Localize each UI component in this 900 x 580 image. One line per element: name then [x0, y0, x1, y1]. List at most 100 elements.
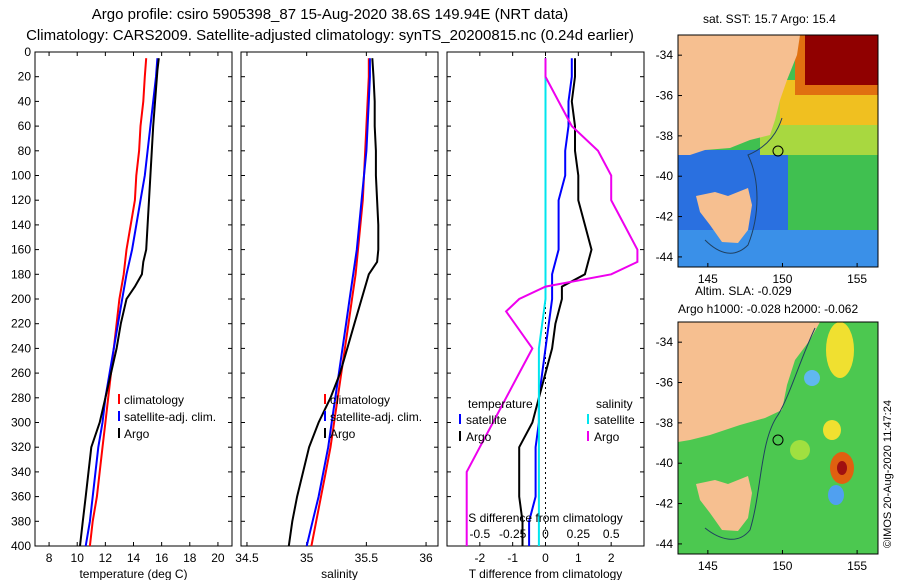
x-tick-label: 10 [71, 551, 85, 565]
x-tick-label: 14 [127, 551, 141, 565]
legend-label: Argo [466, 430, 492, 444]
series-satellite-adj-clim- [84, 58, 159, 547]
title-line-2: Climatology: CARS2009. Satellite-adjuste… [26, 27, 634, 44]
x-tick-label: 12 [99, 551, 113, 565]
map-x-tick-label: 150 [772, 272, 792, 286]
x-tick-label: 1 [575, 551, 582, 565]
map-y-tick-label: -34 [656, 48, 674, 62]
sla-land-mainland [678, 322, 820, 442]
series-climatology [310, 58, 370, 547]
y-tick-label: 40 [18, 94, 32, 108]
map-x-tick-label: 155 [847, 272, 867, 286]
y-tick-label: 260 [11, 366, 31, 380]
y-tick-label: 100 [11, 169, 31, 183]
map-y-tick-label: -34 [656, 335, 674, 349]
sla-land-tasmania [696, 476, 752, 531]
x-tick-label: 0 [542, 551, 549, 565]
legend-label: Argo [124, 427, 150, 441]
y-tick-label: 200 [11, 292, 31, 306]
map-x-tick-label: 155 [847, 559, 867, 573]
x-tick-label: 35.5 [355, 551, 379, 565]
x-tick-label: 20 [211, 551, 225, 565]
legend-label: Argo [594, 430, 620, 444]
sla-high-core [837, 461, 847, 475]
y-tick-label: 60 [18, 119, 32, 133]
series-s-argo [465, 58, 639, 546]
sla-map [678, 322, 878, 554]
sla-axes: 145 150 155 -34 -36 -38 -40 -42 -44 [656, 335, 868, 573]
series-s-satellite [537, 58, 547, 546]
y-tick-label: 240 [11, 341, 31, 355]
legend-label: climatology [330, 393, 390, 407]
map-y-tick-label: -38 [656, 129, 674, 143]
legend-label: satellite [466, 413, 507, 427]
panel-differences: -2 -1 0 1 2 T difference from climatology temp… [446, 51, 645, 580]
y-tick-label: 120 [11, 193, 31, 207]
map-y-tick-label: -44 [656, 250, 674, 264]
panel-temperature: 0 20 40 60 80 100 120 140 160 180 200 220 240 260 280 3… [11, 45, 233, 580]
sla-float-marker [772, 434, 784, 446]
map-y-tick-label: -42 [656, 210, 674, 224]
map-y-tick-label: -36 [656, 89, 674, 103]
x-tick-label: 34.5 [235, 551, 259, 565]
y-tick-label: 340 [11, 465, 31, 479]
sst-map [678, 35, 878, 267]
x-tick-label: 2 [608, 551, 615, 565]
series-t-argo [518, 58, 593, 546]
x-tick-label: 36 [419, 551, 433, 565]
legend-label: satellite [594, 413, 635, 427]
x-axis-label: temperature (deg C) [79, 567, 187, 580]
legend-title-salinity: salinity [596, 397, 633, 411]
map-y-tick-label: -36 [656, 376, 674, 390]
y-tick-label: 300 [11, 416, 31, 430]
y-tick-label: 80 [18, 144, 32, 158]
map-y-tick-label: -38 [656, 416, 674, 430]
panel-frame [240, 51, 439, 547]
map-x-tick-label: 150 [772, 559, 792, 573]
top-x-tick-label: -0.25 [499, 527, 527, 541]
sst-land-mainland [678, 35, 800, 155]
sla-high-2 [823, 420, 841, 440]
top-x-tick-label: 0 [542, 527, 549, 541]
map-x-tick-label: 145 [698, 272, 718, 286]
sst-land-tasmania [696, 188, 752, 243]
sla-map-frame [677, 321, 879, 555]
sst-float-marker [772, 145, 784, 157]
legend-label: satellite-adj. clim. [124, 410, 216, 424]
sst-contour [704, 117, 783, 254]
x-tick-label: 8 [46, 551, 53, 565]
map-y-tick-label: -40 [656, 456, 674, 470]
y-tick-label: 360 [11, 490, 31, 504]
map-y-tick-label: -40 [656, 169, 674, 183]
x-axis-label: T difference from climatology [469, 567, 623, 580]
sst-red-core [805, 35, 878, 85]
x-tick-label: 18 [183, 551, 197, 565]
x-axis-label: salinity [321, 567, 358, 580]
y-tick-label: 320 [11, 440, 31, 454]
legend-label: satellite-adj. clim. [330, 410, 422, 424]
y-tick-label: 400 [11, 539, 31, 553]
series-argo [287, 58, 380, 547]
series-t-satellite [528, 58, 573, 546]
sla-low-1 [804, 370, 820, 386]
top-x-tick-label: 0.5 [603, 527, 620, 541]
top-x-tick-label: -0.5 [469, 527, 490, 541]
y-tick-label: 220 [11, 317, 31, 331]
x-tick-label: -1 [507, 551, 518, 565]
map-y-tick-label: -42 [656, 497, 674, 511]
legend-label: climatology [124, 393, 184, 407]
y-tick-label: 0 [24, 45, 31, 59]
series-argo [79, 58, 160, 547]
panel-salinity: 34.5 35 35.5 36 salinity climatology satellite… [235, 51, 439, 580]
title-line-1: Argo profile: csiro 5905398_87 15-Aug-20… [91, 6, 569, 23]
map-x-tick-label: 145 [698, 559, 718, 573]
sla-mid-1 [790, 440, 810, 460]
sla-contour [704, 327, 816, 540]
sst-axes: 145 150 155 -34 -36 -38 -40 -42 -44 [656, 48, 868, 286]
legend-label: Argo [330, 427, 356, 441]
series-satellite-adj-clim- [305, 58, 371, 547]
y-tick-label: 160 [11, 243, 31, 257]
sla-label: Altim. SLA: -0.029 [695, 284, 792, 298]
panel-frame [34, 51, 233, 547]
